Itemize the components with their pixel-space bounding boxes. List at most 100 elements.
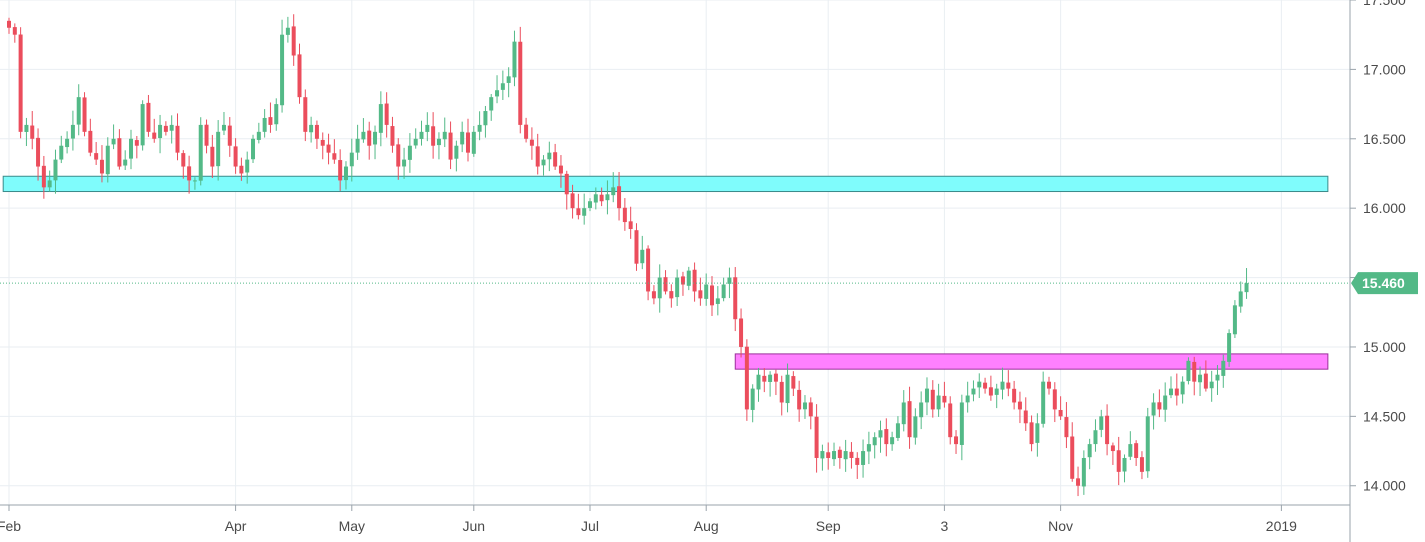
candle-body (1198, 374, 1203, 383)
candle-body (1052, 389, 1057, 410)
candle-body (442, 131, 447, 140)
candle-body (477, 124, 482, 132)
candle-body (680, 276, 685, 285)
candle-body (349, 152, 354, 167)
x-tick-label: May (339, 518, 365, 534)
candle-body (303, 97, 308, 132)
candle-body (1203, 373, 1208, 389)
candle-body (65, 138, 70, 148)
y-tick-label: 17.500 (1363, 0, 1406, 8)
candle-body (1099, 416, 1104, 430)
candle-body (378, 104, 383, 133)
candle-body (930, 389, 935, 410)
candle-body (942, 395, 947, 403)
support-zone (734, 353, 1329, 370)
candle-body (59, 145, 64, 160)
candle-body (425, 124, 430, 132)
candle-body (785, 374, 790, 404)
candle-body (30, 125, 35, 139)
candle-body (76, 97, 81, 125)
candle-body (1110, 445, 1115, 452)
candle-body (884, 429, 889, 445)
candle-body (692, 269, 697, 292)
candle-body (1041, 381, 1046, 424)
candle-body (1070, 436, 1075, 479)
candle-body (1116, 450, 1121, 472)
candle-body (971, 388, 976, 395)
candle-body (506, 76, 511, 83)
candle-body (105, 145, 110, 175)
candle-body (1221, 360, 1226, 376)
candle-body (924, 388, 929, 403)
candle-body (657, 277, 662, 299)
x-tick-label: 2019 (1266, 518, 1297, 534)
candle-body (1105, 415, 1110, 445)
x-tick-label: Sep (816, 518, 841, 534)
candle-body (1174, 388, 1179, 396)
candle-body (605, 194, 610, 201)
candle-body (1238, 291, 1243, 307)
y-tick-label: 15.000 (1363, 339, 1406, 355)
candle-body (338, 160, 343, 181)
candle-body (919, 402, 924, 418)
candle-body (280, 34, 285, 106)
candle-body (994, 388, 999, 395)
candle-body (1023, 410, 1028, 424)
candle-body (1093, 430, 1098, 445)
candle-body (41, 165, 46, 188)
candle-body (564, 173, 569, 195)
candle-body (890, 437, 895, 445)
candle-body (576, 208, 581, 216)
candle-body (448, 132, 453, 160)
candle-body (820, 451, 825, 459)
candle-body (808, 402, 813, 417)
candle-body (320, 139, 325, 146)
candle-body (1139, 457, 1144, 472)
candle-body (948, 403, 953, 438)
candle-body (837, 449, 842, 458)
candle-body (309, 124, 314, 133)
y-tick-label: 16.500 (1363, 131, 1406, 147)
candle-body (233, 146, 238, 167)
candle-body (1244, 283, 1249, 293)
candle-body (396, 144, 401, 167)
candle-body (913, 416, 918, 438)
candle-body (1035, 423, 1040, 443)
candle-body (227, 125, 232, 146)
candle-body (111, 138, 116, 145)
candle-body (1192, 361, 1197, 382)
candle-body (698, 290, 703, 299)
candle-body (413, 138, 418, 146)
candle-body (274, 104, 279, 125)
candle-body (94, 153, 99, 160)
candle-body (1157, 402, 1162, 410)
candle-body (12, 27, 17, 35)
candle-body (675, 277, 680, 298)
candle-body (24, 124, 29, 132)
candle-body (849, 451, 854, 458)
candle-body (1232, 305, 1237, 335)
candle-body (216, 131, 221, 167)
candle-body (332, 153, 337, 160)
candle-body (663, 277, 668, 292)
candle-body (245, 159, 250, 173)
candle-body (768, 374, 773, 382)
candle-body (802, 402, 807, 410)
candle-body (291, 26, 296, 56)
candle-body (535, 146, 540, 167)
candle-body (407, 145, 412, 160)
candle-body (198, 124, 203, 181)
candle-body (797, 389, 802, 410)
candle-body (1058, 410, 1063, 417)
candle-body (361, 131, 366, 140)
candle-body (582, 208, 587, 216)
candle-body (1017, 401, 1022, 410)
x-tick-label: Apr (225, 518, 247, 534)
candle-body (1046, 381, 1051, 389)
candle-body (686, 270, 691, 286)
candle-body (256, 131, 261, 140)
y-tick-label: 17.000 (1363, 61, 1406, 77)
candle-body (622, 207, 627, 223)
zones (2, 175, 1329, 370)
x-tick-label: 3 (941, 518, 949, 534)
